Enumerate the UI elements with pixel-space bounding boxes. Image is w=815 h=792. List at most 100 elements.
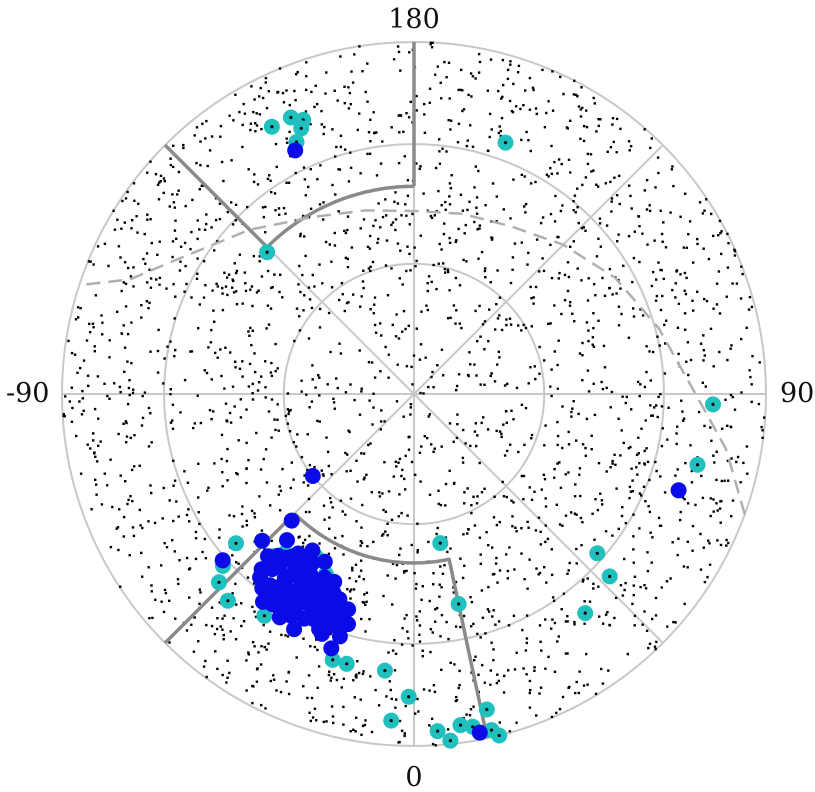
background-point [575,439,578,442]
background-point [359,544,362,547]
background-point [147,445,151,448]
background-point [659,392,662,396]
background-point [574,483,577,486]
background-point [422,392,425,395]
background-point [525,614,529,617]
background-point [523,443,526,447]
background-point [648,350,651,353]
background-point [611,117,615,120]
background-point [381,492,384,495]
background-point [137,202,140,205]
background-point [321,282,324,285]
cyan-point-center [345,662,349,666]
background-point [702,349,705,352]
background-point [513,668,517,671]
blue-point [316,553,333,570]
background-point [509,323,513,326]
background-point [499,129,502,133]
background-point [270,361,273,365]
background-point [457,227,460,231]
background-point [561,524,564,527]
background-point [682,417,686,420]
background-point [462,614,466,618]
background-point [656,335,659,338]
background-point [251,329,254,332]
background-point [599,222,602,225]
background-point [423,102,426,106]
background-point [654,299,658,302]
background-point [595,183,598,186]
series-points [211,109,721,749]
background-point [70,386,73,389]
background-point [441,147,444,150]
background-point [596,508,600,512]
background-point [342,723,345,726]
background-point [195,161,198,165]
background-point [713,461,716,464]
background-point [628,485,632,489]
background-point [527,382,530,385]
background-point [351,81,355,84]
background-point [213,632,217,636]
background-point [550,144,553,148]
background-point [245,441,248,445]
background-point [712,234,715,238]
background-point [85,339,89,342]
background-point [639,308,642,311]
background-point [461,461,465,464]
background-point [345,301,349,305]
background-point [230,159,233,162]
background-point [608,623,611,627]
background-point [197,462,200,465]
background-point [364,630,367,633]
background-point [198,303,201,306]
background-point [250,85,253,88]
background-point [556,420,559,424]
background-point [577,691,580,695]
background-point [140,551,143,555]
background-point [131,219,134,222]
background-point [651,617,654,621]
background-point [188,520,191,523]
background-point [637,452,640,455]
blue-point [295,594,312,611]
background-point [278,67,282,70]
background-point [390,223,393,227]
background-point [394,228,397,232]
background-point [620,312,623,316]
background-point [172,201,176,204]
background-point [428,413,431,416]
background-point [406,630,409,633]
background-point [661,294,664,298]
background-point [224,346,227,349]
background-point [733,248,736,251]
background-point [647,646,650,650]
background-point [669,211,672,214]
background-point [640,494,643,497]
background-point [139,524,142,527]
background-point [676,468,679,471]
background-point [581,183,584,187]
background-point [511,525,514,528]
background-point [750,383,753,386]
background-point [408,223,411,226]
background-point [178,269,182,272]
background-point [492,659,495,662]
background-point [262,623,265,627]
background-point [280,633,283,637]
background-point [286,422,289,425]
background-point [396,363,399,366]
background-point [253,610,256,613]
background-point [188,596,191,599]
background-point [245,519,248,523]
background-point [718,350,721,354]
background-point [399,547,402,550]
background-point [541,68,544,72]
background-point [423,435,426,438]
background-point [262,457,265,461]
background-point [279,489,283,492]
cyan-point-center [448,739,452,743]
background-point [646,551,649,554]
background-point [146,213,149,216]
background-point [579,494,582,498]
